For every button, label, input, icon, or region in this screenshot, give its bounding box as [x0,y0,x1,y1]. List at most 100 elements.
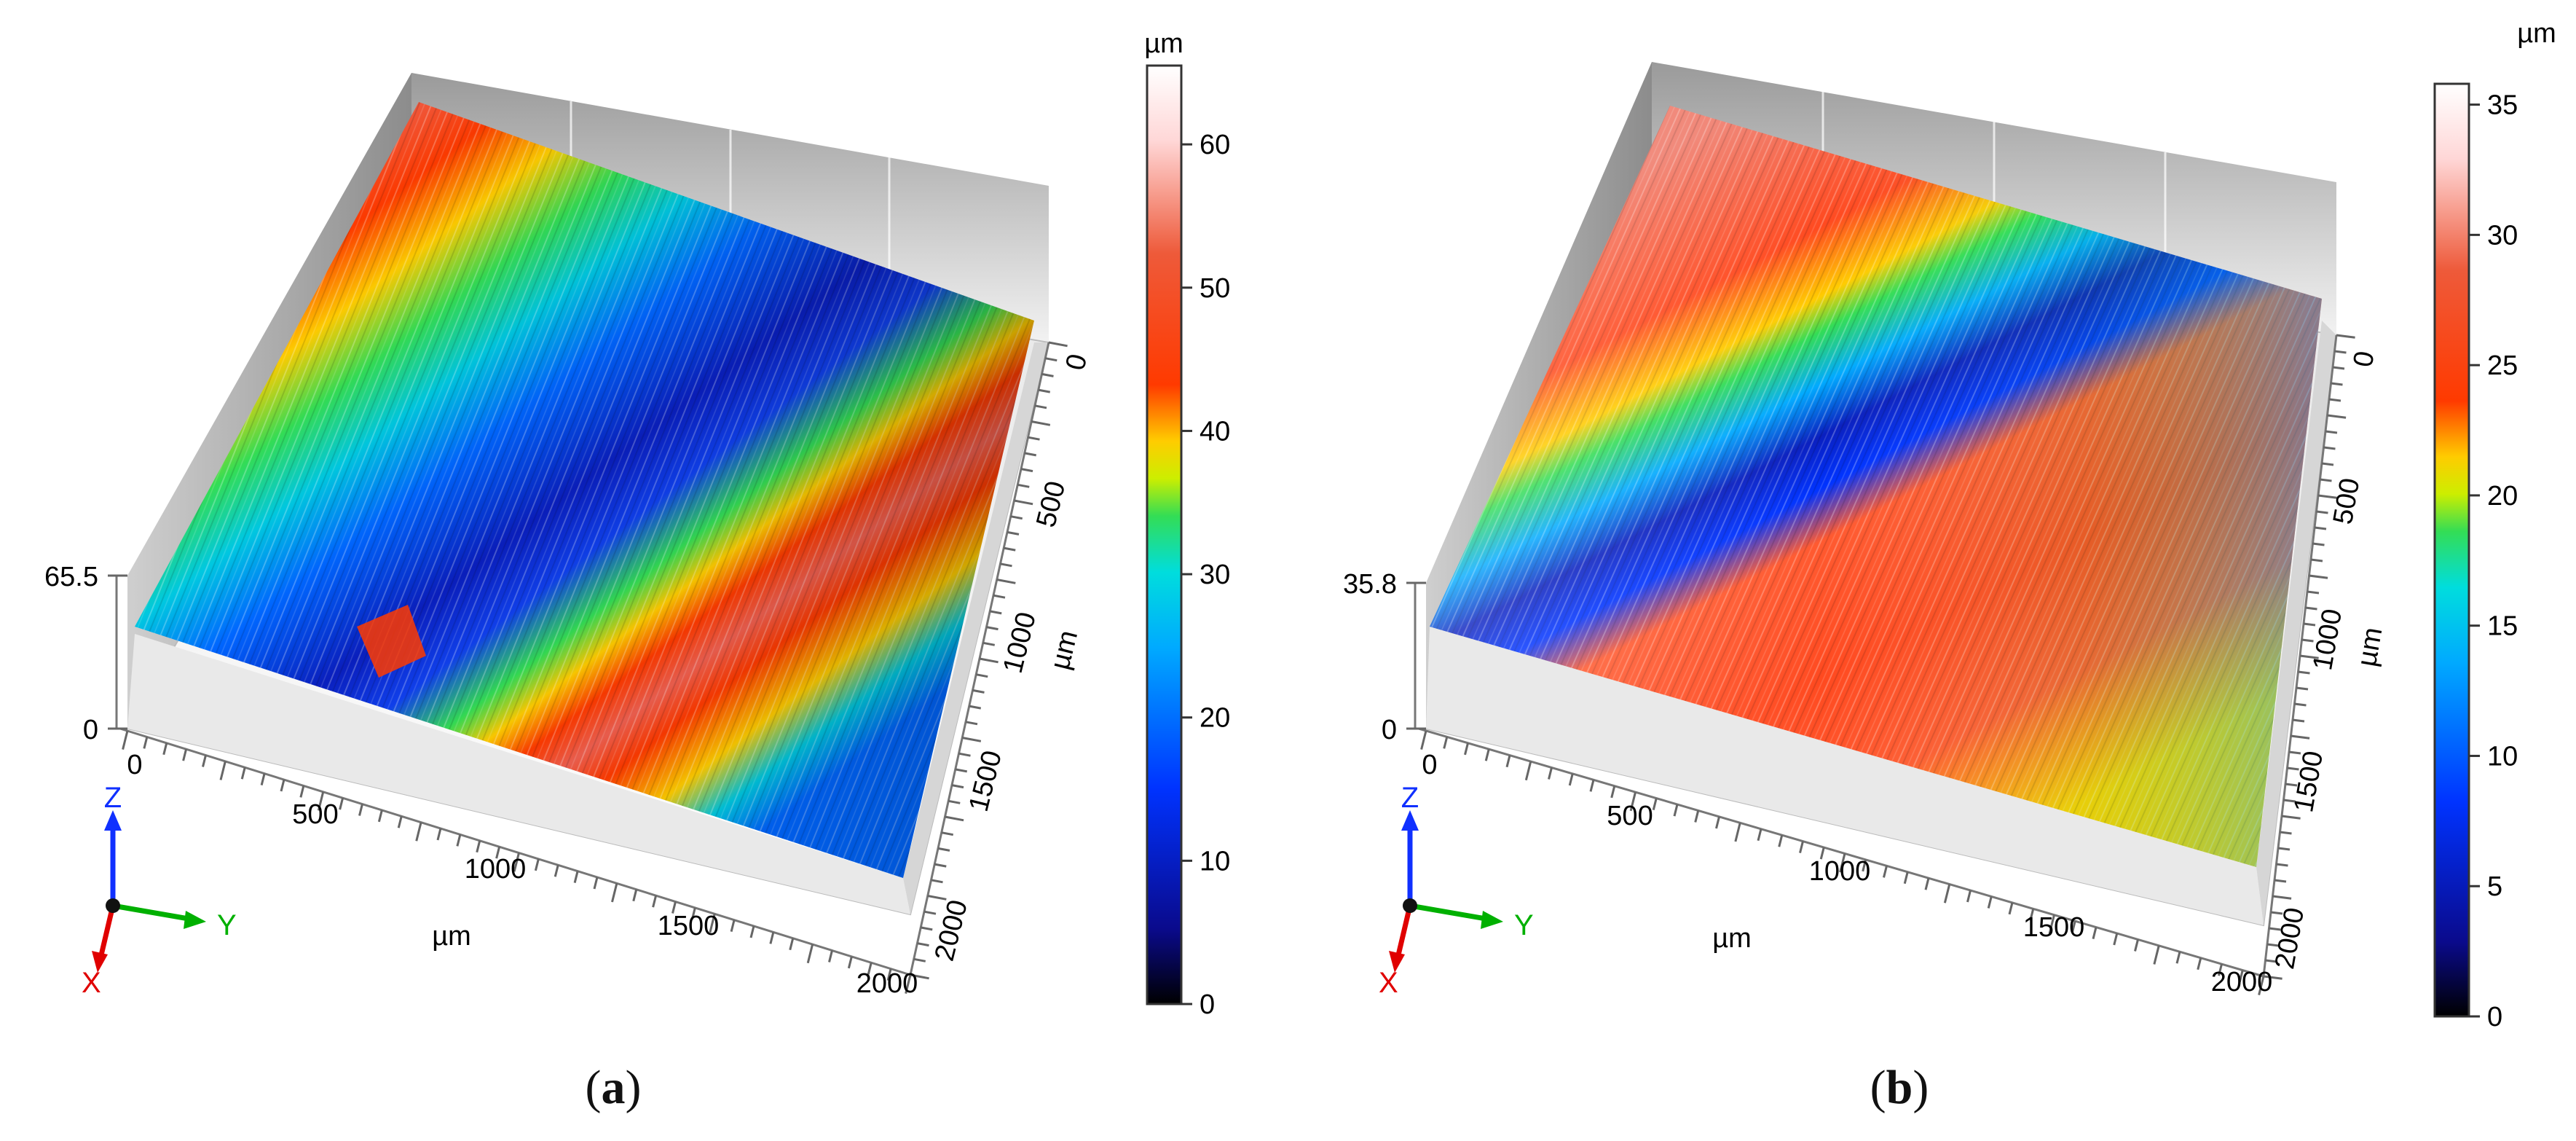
axis-tick [2312,542,2325,546]
axis-tick [2316,510,2328,514]
axis-tick [2272,895,2292,900]
y-tick-label: 500 [1031,478,1071,530]
colorbar-ticks: 0 5 10 15 20 25 30 35 [2469,90,2518,1032]
colorbar-tick-label: 30 [1200,560,1230,590]
axis-tick [934,863,947,868]
colorbar-scale [1146,64,1183,1005]
axis-tick [1883,865,1888,878]
axis-tick [931,879,943,884]
axis-tick [1048,341,1068,348]
axis-tick [1017,483,1030,488]
axis-tick [1548,767,1553,780]
axis-tick [2048,914,2055,934]
x-axis-line [1418,727,2264,978]
axis-tick [2285,783,2298,787]
axis-tick [1966,890,1972,903]
axis-tick [1007,530,1020,536]
axis-tick [299,785,305,798]
y-tick-label: 2000 [929,897,974,964]
x-axis-line [119,727,911,976]
z-min-label: 0 [83,715,98,745]
axis-tick [2071,920,2076,933]
axis-tick [1987,896,1993,909]
axis-tick [886,968,892,981]
x-tick-label: 2000 [856,968,918,999]
axis-tick [923,910,937,915]
axis-tick [789,938,795,951]
axis-tick [2153,945,2160,965]
axis-tick [961,737,982,742]
axis-tick [941,831,954,836]
axis-tick [945,815,964,822]
axis-tick [2323,446,2336,450]
axis-tick [2336,334,2355,339]
axis-tick [436,828,442,841]
x-axis-unit: µm [1712,923,1752,954]
x-tick-label: 1000 [1809,856,1871,887]
axis-tick [358,804,363,816]
axis-tick [652,895,658,908]
y-tick-label: 0 [1060,351,1093,374]
axis-tick [2334,350,2347,354]
x-tick-label: 1500 [658,911,720,941]
colorbar-tick-label: 10 [2487,741,2518,772]
colorbar-scale [2433,82,2470,1018]
axis-tick [2277,847,2291,851]
axis-tick [910,973,929,980]
axis-tick [2299,654,2319,659]
axis-tick [730,920,736,932]
axis-tick [1589,780,1595,792]
axis-tick [1028,436,1040,441]
axis-tick [2292,718,2305,723]
axis-tick [2294,702,2307,707]
axis-tick [143,737,149,749]
colorbar-tick-label: 15 [2487,611,2518,642]
z-max-label: 35.8 [1343,569,1397,600]
axis-tick [1420,730,1427,750]
axis-tick [690,907,696,920]
colorbar-tick-label: 50 [1200,273,1230,304]
axis-tick [377,809,383,823]
axis-tick [280,779,285,792]
axis-tick [2287,766,2299,771]
axis-tick [1443,737,1449,749]
axis-tick [1038,388,1051,393]
axis-tick [534,858,540,871]
axis-tick [1715,816,1720,829]
axis-tick [2092,927,2098,939]
axis-tick [2270,911,2283,915]
z-min-label: 0 [1382,715,1397,745]
axis-tick [2328,398,2341,402]
axis-tick [2266,943,2280,947]
y-tick-label: 0 [2348,349,2381,369]
axis-tick [2238,970,2244,982]
axis-tick [2298,670,2310,675]
axis-tick [2331,382,2343,386]
axis-tick [317,791,325,811]
panel-a: 65.5 0 0 500 1000 1500 2000 µm 0 500 100… [0,0,1288,1137]
y-tick-label: 500 [2328,476,2366,527]
axis-tick [1778,834,1784,847]
axis-tick [2310,558,2323,562]
axis-tick [2288,750,2301,755]
axis-tick [1799,841,1804,854]
axis-tick [937,847,950,852]
surface-shading [1430,106,2322,867]
axis-tick [749,925,755,938]
axis-tick [1757,828,1762,842]
colorbar-tick-label: 10 [1200,846,1230,877]
y-axis-unit: µm [1045,627,1084,673]
axis-tick [709,913,716,933]
axis-tick [2296,686,2309,691]
axis-tick [847,956,853,969]
colorbar: µm 0 5 10 15 20 25 30 35 [2433,18,2556,1032]
axis-tick [2317,494,2337,499]
axis-tick [339,797,344,810]
axis-tick [958,752,971,757]
axis-tick [989,610,1002,615]
y-tick-label: 1500 [2288,749,2329,815]
axis-tick [972,689,985,694]
z-max-label: 65.5 [44,562,98,592]
axis-tick [2269,927,2281,931]
